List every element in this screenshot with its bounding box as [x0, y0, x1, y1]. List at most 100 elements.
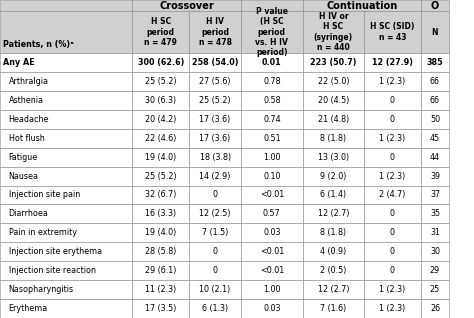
Text: 385: 385 — [427, 58, 443, 67]
Bar — [302, 129, 364, 148]
Text: 4 (0.9): 4 (0.9) — [320, 247, 346, 256]
Bar — [0, 110, 132, 129]
Bar — [189, 223, 241, 242]
Bar — [302, 148, 364, 167]
Text: Asthenia: Asthenia — [9, 96, 44, 105]
Text: 0: 0 — [390, 96, 395, 105]
Text: H IV
period
n = 478: H IV period n = 478 — [199, 17, 232, 47]
Bar — [0, 11, 132, 53]
Bar — [364, 261, 421, 280]
Text: Headache: Headache — [9, 115, 49, 124]
Text: 7 (1.6): 7 (1.6) — [320, 304, 346, 313]
Bar — [189, 53, 241, 72]
Bar — [302, 261, 364, 280]
Text: 16 (3.3): 16 (3.3) — [145, 209, 176, 218]
Bar — [132, 110, 189, 129]
Text: 17 (3.6): 17 (3.6) — [200, 115, 231, 124]
Text: 27 (5.6): 27 (5.6) — [200, 77, 231, 86]
Text: 66: 66 — [430, 77, 440, 86]
Bar — [364, 91, 421, 110]
Text: 0.03: 0.03 — [263, 304, 281, 313]
Bar — [302, 72, 364, 91]
Bar — [241, 242, 302, 261]
Text: 6 (1.3): 6 (1.3) — [202, 304, 228, 313]
Text: <0.01: <0.01 — [260, 247, 284, 256]
Bar — [241, 204, 302, 223]
Bar — [302, 242, 364, 261]
Bar — [241, 261, 302, 280]
Text: 0: 0 — [390, 228, 395, 237]
Text: 1.00: 1.00 — [263, 153, 281, 162]
Text: 17 (3.6): 17 (3.6) — [200, 134, 231, 143]
Text: Patients, n (%)ᵃ: Patients, n (%)ᵃ — [3, 40, 74, 49]
Bar — [0, 185, 132, 204]
Text: 28 (5.8): 28 (5.8) — [145, 247, 176, 256]
Text: 12 (2.7): 12 (2.7) — [318, 285, 349, 294]
Bar — [364, 185, 421, 204]
Bar — [241, 185, 302, 204]
Text: 29: 29 — [430, 266, 440, 275]
Text: H SC (SID)
n = 43: H SC (SID) n = 43 — [370, 23, 415, 42]
Bar — [241, 0, 302, 11]
Bar — [0, 91, 132, 110]
Bar — [364, 242, 421, 261]
Bar — [0, 242, 132, 261]
Bar — [241, 167, 302, 185]
Bar — [302, 167, 364, 185]
Bar — [364, 53, 421, 72]
Bar — [241, 223, 302, 242]
Text: 25 (5.2): 25 (5.2) — [145, 77, 177, 86]
Text: 0: 0 — [390, 247, 395, 256]
Bar — [189, 204, 241, 223]
Bar — [421, 148, 449, 167]
Text: 0.78: 0.78 — [263, 77, 281, 86]
Text: H SC
period
n = 479: H SC period n = 479 — [144, 17, 177, 47]
Bar — [189, 91, 241, 110]
Text: <0.01: <0.01 — [260, 190, 284, 199]
Bar — [302, 280, 364, 299]
Bar — [421, 185, 449, 204]
Text: 0.51: 0.51 — [263, 134, 281, 143]
Bar — [132, 280, 189, 299]
Text: 0: 0 — [213, 190, 218, 199]
Bar — [0, 261, 132, 280]
Bar — [189, 185, 241, 204]
Bar — [0, 72, 132, 91]
Text: Injection site reaction: Injection site reaction — [9, 266, 96, 275]
Bar — [241, 148, 302, 167]
Bar — [302, 204, 364, 223]
Bar — [241, 11, 302, 53]
Bar — [132, 11, 189, 53]
Text: Any AE: Any AE — [3, 58, 35, 67]
Bar — [364, 167, 421, 185]
Text: 18 (3.8): 18 (3.8) — [200, 153, 231, 162]
Bar — [132, 223, 189, 242]
Bar — [421, 91, 449, 110]
Text: Arthralgia: Arthralgia — [9, 77, 48, 86]
Text: 25 (5.2): 25 (5.2) — [145, 171, 177, 181]
Text: 8 (1.8): 8 (1.8) — [320, 134, 346, 143]
Bar — [132, 72, 189, 91]
Text: 45: 45 — [430, 134, 440, 143]
Bar — [241, 91, 302, 110]
Bar — [132, 167, 189, 185]
Bar — [132, 148, 189, 167]
Text: 50: 50 — [430, 115, 440, 124]
Text: 258 (54.0): 258 (54.0) — [192, 58, 238, 67]
Bar — [0, 53, 132, 72]
Bar — [241, 129, 302, 148]
Bar — [421, 223, 449, 242]
Text: 21 (4.8): 21 (4.8) — [318, 115, 349, 124]
Text: 44: 44 — [430, 153, 440, 162]
Bar — [364, 223, 421, 242]
Text: 12 (27.9): 12 (27.9) — [372, 58, 413, 67]
Text: 66: 66 — [430, 96, 440, 105]
Bar — [302, 11, 364, 53]
Bar — [302, 0, 421, 11]
Text: 35: 35 — [430, 209, 440, 218]
Text: 1.00: 1.00 — [263, 285, 281, 294]
Text: 37: 37 — [430, 190, 440, 199]
Text: O: O — [431, 1, 439, 11]
Text: 25 (5.2): 25 (5.2) — [199, 96, 231, 105]
Text: 19 (4.0): 19 (4.0) — [145, 228, 176, 237]
